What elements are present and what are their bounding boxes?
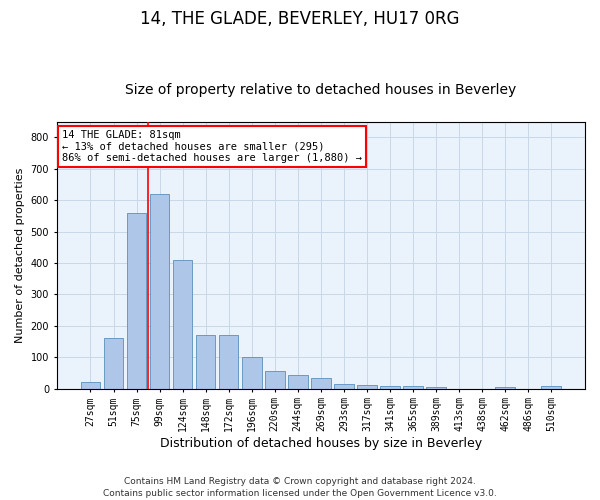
Bar — [81, 382, 100, 388]
Bar — [150, 194, 169, 388]
Text: Contains HM Land Registry data © Crown copyright and database right 2024.
Contai: Contains HM Land Registry data © Crown c… — [103, 476, 497, 498]
Bar — [127, 213, 146, 388]
Y-axis label: Number of detached properties: Number of detached properties — [15, 168, 25, 343]
Bar — [541, 386, 561, 388]
Title: Size of property relative to detached houses in Beverley: Size of property relative to detached ho… — [125, 83, 517, 97]
X-axis label: Distribution of detached houses by size in Beverley: Distribution of detached houses by size … — [160, 437, 482, 450]
Bar — [357, 385, 377, 388]
Bar — [426, 387, 446, 388]
Bar — [242, 356, 262, 388]
Bar — [311, 378, 331, 388]
Text: 14 THE GLADE: 81sqm
← 13% of detached houses are smaller (295)
86% of semi-detac: 14 THE GLADE: 81sqm ← 13% of detached ho… — [62, 130, 362, 163]
Bar — [288, 375, 308, 388]
Bar — [173, 260, 193, 388]
Bar — [104, 338, 124, 388]
Bar — [196, 335, 215, 388]
Bar — [334, 384, 353, 388]
Bar — [265, 372, 284, 388]
Text: 14, THE GLADE, BEVERLEY, HU17 0RG: 14, THE GLADE, BEVERLEY, HU17 0RG — [140, 10, 460, 28]
Bar — [380, 386, 400, 388]
Bar — [219, 335, 238, 388]
Bar — [403, 386, 423, 388]
